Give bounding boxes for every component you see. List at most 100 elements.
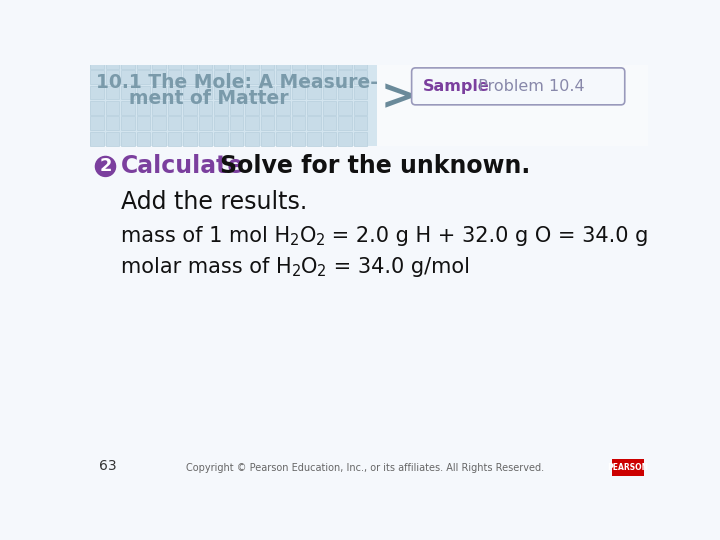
- Bar: [106, 85, 120, 99]
- Text: 2: 2: [292, 264, 301, 279]
- Text: Calculate: Calculate: [121, 154, 244, 178]
- Bar: [338, 70, 352, 84]
- Bar: [292, 117, 305, 130]
- Bar: [90, 117, 104, 130]
- Bar: [292, 101, 305, 115]
- Text: Problem 10.4: Problem 10.4: [473, 79, 585, 94]
- Text: 2: 2: [99, 158, 112, 176]
- Text: = 2.0 g H + 32.0 g O = 34.0 g: = 2.0 g H + 32.0 g O = 34.0 g: [325, 226, 649, 246]
- Bar: [276, 132, 290, 146]
- Bar: [245, 55, 259, 69]
- Bar: [199, 70, 212, 84]
- Bar: [183, 70, 197, 84]
- Bar: [121, 55, 135, 69]
- Bar: [137, 117, 150, 130]
- Bar: [307, 55, 321, 69]
- Bar: [214, 55, 228, 69]
- Bar: [307, 70, 321, 84]
- Bar: [261, 70, 274, 84]
- Text: = 34.0 g/mol: = 34.0 g/mol: [327, 256, 469, 276]
- Bar: [137, 85, 150, 99]
- Bar: [152, 101, 166, 115]
- Bar: [90, 85, 104, 99]
- Text: Sample: Sample: [423, 79, 490, 94]
- Bar: [377, 65, 648, 146]
- Bar: [230, 55, 243, 69]
- Bar: [168, 55, 181, 69]
- Bar: [354, 132, 367, 146]
- Bar: [199, 55, 212, 69]
- Text: 2: 2: [316, 233, 325, 248]
- Bar: [168, 70, 181, 84]
- Bar: [106, 55, 120, 69]
- Bar: [168, 132, 181, 146]
- Bar: [261, 117, 274, 130]
- Bar: [214, 117, 228, 130]
- Bar: [292, 55, 305, 69]
- Bar: [199, 117, 212, 130]
- Bar: [168, 85, 181, 99]
- Bar: [307, 132, 321, 146]
- Text: mass of 1 mol H: mass of 1 mol H: [121, 226, 290, 246]
- Bar: [90, 55, 104, 69]
- Bar: [90, 132, 104, 146]
- Bar: [183, 132, 197, 146]
- Circle shape: [96, 157, 116, 177]
- Text: PEARSON: PEARSON: [607, 463, 649, 472]
- Bar: [276, 85, 290, 99]
- Text: O: O: [301, 256, 318, 276]
- Bar: [230, 101, 243, 115]
- Bar: [106, 132, 120, 146]
- Bar: [230, 132, 243, 146]
- Bar: [121, 132, 135, 146]
- Bar: [323, 70, 336, 84]
- Text: 63: 63: [99, 459, 117, 473]
- Bar: [245, 132, 259, 146]
- Text: O: O: [300, 226, 316, 246]
- Bar: [183, 101, 197, 115]
- Bar: [183, 85, 197, 99]
- Text: Copyright © Pearson Education, Inc., or its affiliates. All Rights Reserved.: Copyright © Pearson Education, Inc., or …: [186, 463, 544, 473]
- Bar: [106, 117, 120, 130]
- Bar: [354, 85, 367, 99]
- Bar: [137, 132, 150, 146]
- Bar: [152, 132, 166, 146]
- Text: 2: 2: [318, 264, 327, 279]
- Bar: [121, 85, 135, 99]
- Bar: [168, 101, 181, 115]
- Bar: [230, 70, 243, 84]
- Bar: [230, 85, 243, 99]
- Bar: [323, 117, 336, 130]
- Bar: [137, 55, 150, 69]
- Bar: [323, 132, 336, 146]
- Bar: [354, 55, 367, 69]
- Bar: [354, 117, 367, 130]
- Bar: [214, 101, 228, 115]
- FancyBboxPatch shape: [412, 68, 625, 105]
- Bar: [168, 117, 181, 130]
- Bar: [245, 85, 259, 99]
- Bar: [214, 85, 228, 99]
- Bar: [90, 101, 104, 115]
- Bar: [354, 101, 367, 115]
- Bar: [152, 55, 166, 69]
- Bar: [137, 70, 150, 84]
- Bar: [338, 132, 352, 146]
- Bar: [323, 101, 336, 115]
- Bar: [245, 101, 259, 115]
- Bar: [338, 117, 352, 130]
- Bar: [261, 85, 274, 99]
- Bar: [276, 101, 290, 115]
- Bar: [261, 132, 274, 146]
- Bar: [152, 70, 166, 84]
- Text: >: >: [381, 76, 415, 118]
- Text: 2: 2: [290, 233, 300, 248]
- Bar: [276, 55, 290, 69]
- Bar: [137, 101, 150, 115]
- Bar: [245, 70, 259, 84]
- Bar: [307, 101, 321, 115]
- Bar: [307, 117, 321, 130]
- Bar: [611, 459, 644, 476]
- Bar: [292, 132, 305, 146]
- Bar: [276, 70, 290, 84]
